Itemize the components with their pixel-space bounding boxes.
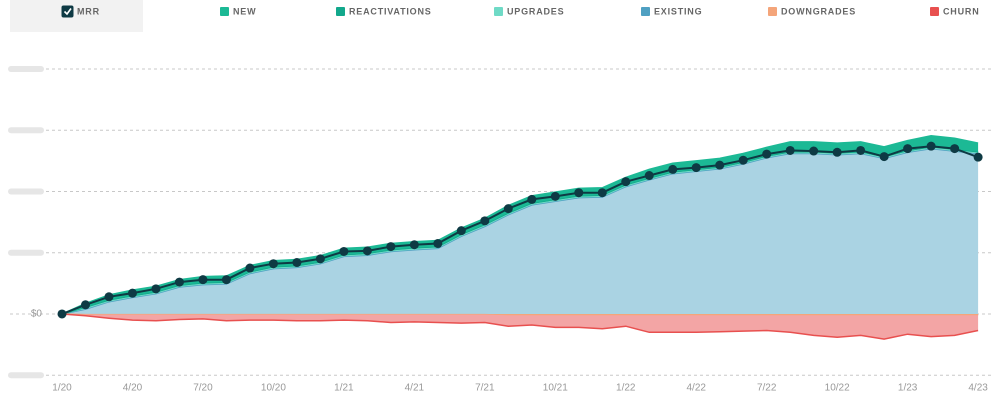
mrr-dot xyxy=(198,275,208,285)
mrr-dot xyxy=(879,152,889,162)
mrr-dot xyxy=(738,155,748,165)
area-existing xyxy=(62,148,979,314)
legend-label[interactable]: UPGRADES xyxy=(507,6,564,16)
mrr-dot xyxy=(268,259,278,269)
y-tick-label-blurred xyxy=(8,372,44,379)
legend-checkbox[interactable] xyxy=(61,5,74,18)
mrr-dot xyxy=(221,275,231,285)
checkmark xyxy=(63,8,72,16)
x-tick-label: 1/21 xyxy=(334,383,354,394)
x-tick-label: 1/22 xyxy=(616,383,636,394)
mrr-dot xyxy=(574,188,584,198)
legend-swatch[interactable] xyxy=(494,7,503,16)
x-tick-label: 1/20 xyxy=(52,383,72,394)
x-tick-label: 4/22 xyxy=(686,383,706,394)
mrr-dot xyxy=(503,204,513,214)
legend-swatch[interactable] xyxy=(336,7,345,16)
mrr-dot xyxy=(809,146,819,156)
mrr-dot xyxy=(668,164,678,174)
x-tick-label: 4/23 xyxy=(968,383,988,394)
mrr-dot xyxy=(926,141,936,151)
legend-swatch[interactable] xyxy=(930,7,939,16)
area-edge xyxy=(61,134,979,315)
x-tick-label: 10/20 xyxy=(261,383,286,394)
y-tick-label-blurred xyxy=(8,249,44,256)
mrr-dot xyxy=(151,284,161,294)
mrr-dot xyxy=(339,246,349,256)
mrr-dot xyxy=(386,242,396,252)
mrr-dot xyxy=(785,145,795,155)
mrr-dot xyxy=(315,254,325,264)
area-edge xyxy=(61,313,979,340)
x-tick-label: 7/20 xyxy=(193,383,213,394)
x-tick-label: 4/20 xyxy=(123,383,143,394)
legend-label[interactable]: CHURN xyxy=(943,6,980,16)
x-tick-label: 1/23 xyxy=(898,383,918,394)
mrr-dot xyxy=(621,177,631,187)
x-tick-label: 10/21 xyxy=(543,383,568,394)
y-tick-label-blurred xyxy=(8,188,44,195)
x-tick-label: 7/22 xyxy=(757,383,777,394)
legend-label[interactable]: NEW xyxy=(233,6,256,16)
mrr-dot xyxy=(174,277,184,287)
mrr-dot xyxy=(550,191,560,201)
mrr-dot xyxy=(480,216,490,226)
y-tick-label: $0 xyxy=(31,309,43,320)
mrr-dot xyxy=(832,147,842,157)
legend-label[interactable]: MRR xyxy=(77,6,100,16)
mrr-dot xyxy=(973,152,983,162)
mrr-dot xyxy=(104,292,114,302)
x-tick-label: 10/22 xyxy=(825,383,850,394)
legend-active-bg xyxy=(10,0,143,32)
mrr-dot xyxy=(80,300,90,310)
mrr-dot xyxy=(433,239,443,249)
x-tick-label: 7/21 xyxy=(475,383,495,394)
area-churn xyxy=(62,314,979,340)
mrr-dot xyxy=(715,160,725,170)
legend-swatch[interactable] xyxy=(220,7,229,16)
mrr-dot xyxy=(57,309,67,319)
mrr-dot xyxy=(527,194,537,204)
legend-label[interactable]: REACTIVATIONS xyxy=(349,6,432,16)
mrr-dot xyxy=(644,171,654,181)
mrr-dot xyxy=(409,240,419,250)
x-tick-label: 4/21 xyxy=(405,383,425,394)
mrr-line xyxy=(61,145,979,315)
y-tick-label-blurred xyxy=(8,127,44,134)
mrr-dot xyxy=(245,263,255,273)
y-tick-label-blurred xyxy=(8,65,44,72)
mrr-dot xyxy=(691,163,701,173)
foreground: $0 1/20 4/20 7/20 10/20 1/21 4/21 7/21 10/21 1/22… xyxy=(8,5,988,394)
mrr-dot xyxy=(597,188,607,198)
mrr-dot xyxy=(903,144,913,154)
mrr-dot xyxy=(856,145,866,155)
legend-label[interactable]: DOWNGRADES xyxy=(781,6,856,16)
legend-swatch[interactable] xyxy=(641,7,650,16)
areas xyxy=(61,134,979,340)
mrr-dot xyxy=(362,246,372,256)
legend-swatch[interactable] xyxy=(768,7,777,16)
mrr-dot xyxy=(456,226,466,236)
legend-label[interactable]: EXISTING xyxy=(654,6,702,16)
mrr-dot xyxy=(950,144,960,154)
mrr-dot xyxy=(292,258,302,268)
mrr-dot xyxy=(127,288,137,298)
mrr-dot xyxy=(762,149,772,159)
